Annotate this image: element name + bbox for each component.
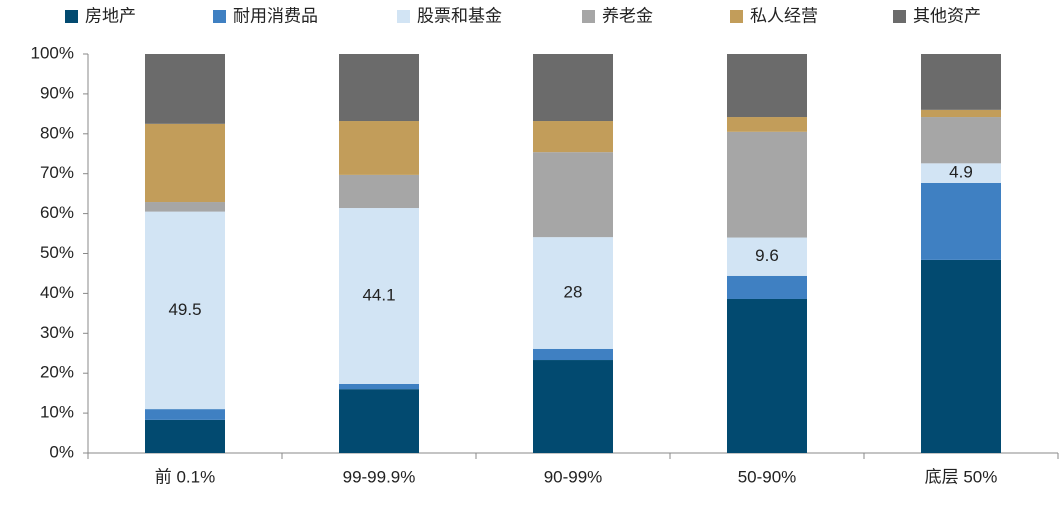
bar-segment	[727, 275, 807, 299]
bar-segment	[533, 360, 613, 453]
bar-segment	[533, 121, 613, 153]
y-tick-label: 90%	[40, 83, 74, 102]
data-label: 4.9	[949, 163, 973, 182]
x-tick-label: 99-99.9%	[343, 467, 416, 486]
y-tick-label: 80%	[40, 123, 74, 142]
data-label: 28	[564, 282, 583, 301]
bar-segment	[145, 123, 225, 203]
bar-segment	[727, 54, 807, 118]
bar-segment	[339, 383, 419, 390]
bar-segment	[921, 109, 1001, 118]
data-label: 44.1	[362, 285, 395, 304]
bar-segment	[145, 419, 225, 453]
y-tick-label: 40%	[40, 283, 74, 302]
x-tick-label: 底层 50%	[925, 467, 998, 486]
legend-swatch	[397, 10, 410, 23]
legend-label: 房地产	[85, 6, 136, 25]
legend-swatch	[213, 10, 226, 23]
bar-segment	[339, 54, 419, 122]
legend-label: 股票和基金	[417, 6, 502, 25]
bar-segment	[145, 409, 225, 420]
bar-segment	[533, 348, 613, 361]
x-tick-label: 90-99%	[544, 467, 603, 486]
x-tick-label: 前 0.1%	[155, 467, 215, 486]
legend-swatch	[893, 10, 906, 23]
bar-segment	[921, 54, 1001, 110]
bar-segment	[339, 174, 419, 209]
legend-label: 养老金	[602, 6, 653, 25]
bar-segment	[921, 117, 1001, 164]
legend-label: 其他资产	[913, 6, 981, 25]
y-tick-label: 0%	[49, 442, 74, 461]
bar-segment	[727, 298, 807, 453]
bar-segment	[533, 152, 613, 238]
y-tick-label: 20%	[40, 363, 74, 382]
legend-swatch	[65, 10, 78, 23]
bar-segment	[145, 202, 225, 212]
bar-segment	[533, 54, 613, 122]
bar-segment	[339, 208, 419, 384]
y-tick-label: 70%	[40, 163, 74, 182]
bar-segment	[339, 121, 419, 175]
legend-label: 私人经营	[750, 6, 818, 25]
bar-segment	[727, 117, 807, 132]
y-tick-label: 100%	[31, 43, 74, 62]
bar-segment	[145, 54, 225, 124]
data-label: 49.5	[168, 300, 201, 319]
bar-segment	[533, 237, 613, 349]
legend-swatch	[582, 10, 595, 23]
bar-segment	[921, 182, 1001, 260]
bar-segment	[339, 389, 419, 453]
y-tick-label: 50%	[40, 243, 74, 262]
bar-segment	[145, 211, 225, 410]
bar-segment	[921, 163, 1001, 183]
data-label: 9.6	[755, 246, 779, 265]
y-tick-label: 30%	[40, 323, 74, 342]
bar-segment	[727, 131, 807, 238]
y-tick-label: 60%	[40, 203, 74, 222]
x-tick-label: 50-90%	[738, 467, 797, 486]
bar-segment	[727, 237, 807, 276]
y-tick-label: 10%	[40, 403, 74, 422]
legend-label: 耐用消费品	[233, 6, 318, 25]
bar-segment	[921, 259, 1001, 453]
legend-swatch	[730, 10, 743, 23]
